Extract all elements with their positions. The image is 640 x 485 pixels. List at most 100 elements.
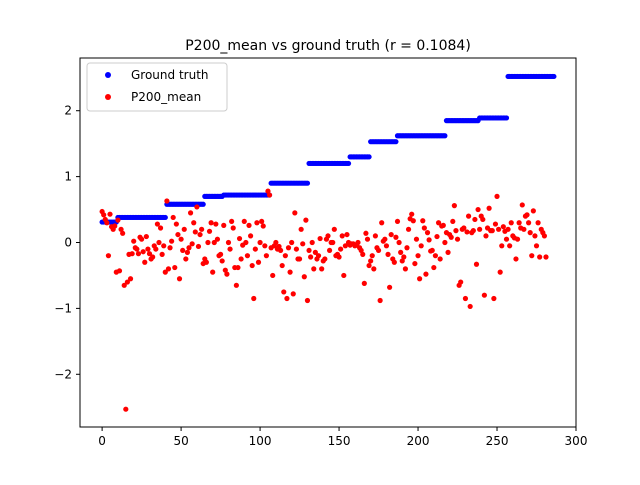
p200-mean-point (134, 246, 140, 252)
p200-mean-point (496, 226, 502, 232)
p200-mean-point (129, 251, 135, 257)
p200-mean-point (146, 251, 153, 257)
p200-mean-point (393, 234, 399, 240)
p200-mean-point (412, 260, 418, 267)
p200-mean-point (298, 226, 304, 232)
ground-truth-point (503, 115, 510, 121)
legend-box (86, 62, 228, 112)
y-tick-label: 1 (64, 170, 72, 184)
p200-mean-point (180, 247, 186, 254)
p200-mean-point (284, 295, 290, 302)
legend-label-p200-mean: P200_mean (131, 90, 201, 104)
p200-mean-point (513, 256, 519, 262)
p200-mean-point (192, 229, 198, 235)
p200-mean-point (375, 247, 382, 254)
p200-mean-point (156, 239, 162, 246)
p200-mean-point (222, 267, 228, 273)
p200-mean-point (143, 233, 149, 240)
p200-mean-point (497, 269, 503, 275)
p200-mean-point (507, 243, 513, 249)
p200-mean-point (330, 239, 336, 246)
p200-mean-point (445, 249, 451, 255)
p200-mean-point (481, 292, 487, 298)
p200-mean-point (107, 211, 113, 217)
ground-truth-point (304, 180, 311, 186)
p200-mean-point (516, 220, 522, 226)
p200-mean-point (358, 247, 364, 254)
p200-mean-point (331, 226, 337, 232)
p200-mean-point (442, 239, 448, 246)
p200-mean-point (191, 220, 197, 226)
p200-mean-point (325, 233, 331, 239)
p200-mean-point (251, 295, 257, 302)
p200-mean-point (157, 225, 164, 231)
p200-mean-point (530, 208, 536, 214)
p200-mean-point (508, 220, 514, 226)
p200-mean-point (420, 218, 426, 224)
p200-mean-point (197, 231, 203, 238)
p200-mean-point (385, 251, 391, 257)
p200-mean-point (308, 254, 314, 260)
p200-mean-point (486, 205, 492, 211)
p200-mean-point (440, 222, 446, 228)
ground-truth-point (162, 214, 168, 221)
p200-mean-point (398, 249, 404, 255)
y-tick-label: 0 (64, 236, 72, 250)
p200-mean-point (461, 225, 467, 231)
p200-mean-point (492, 221, 499, 227)
p200-mean-point (368, 258, 374, 264)
p200-mean-point (167, 245, 173, 251)
p200-mean-point (273, 239, 279, 246)
p200-mean-point (401, 254, 407, 260)
p200-mean-point (489, 228, 495, 234)
p200-mean-point (292, 210, 298, 216)
p200-mean-point (417, 276, 423, 282)
p200-mean-point (473, 261, 480, 267)
p200-mean-point (265, 188, 271, 194)
p200-mean-point (300, 241, 306, 247)
p200-mean-point (213, 221, 219, 227)
p200-mean-point (426, 237, 432, 243)
p200-mean-point (519, 202, 525, 208)
p200-mean-point (462, 295, 469, 302)
p200-mean-point (289, 239, 295, 246)
p200-mean-point (529, 253, 535, 259)
p200-mean-point (162, 269, 168, 275)
p200-mean-point (379, 220, 385, 226)
p200-mean-point (526, 220, 532, 226)
p200-mean-point (429, 247, 435, 254)
p200-mean-point (199, 226, 205, 232)
p200-mean-point (127, 276, 134, 282)
p200-mean-point (115, 217, 121, 223)
p200-mean-point (410, 218, 416, 224)
p200-mean-point (371, 266, 377, 272)
p200-mean-point (521, 226, 527, 232)
p200-mean-point (230, 225, 236, 231)
ground-truth-point (551, 73, 557, 80)
p200-mean-point (175, 231, 181, 238)
axes-frame (79, 57, 577, 428)
p200-mean-point (319, 266, 325, 272)
p200-mean-point (360, 251, 366, 257)
p200-mean-point (494, 193, 500, 199)
p200-mean-point (535, 220, 541, 226)
x-axis: 0 50 100 150 200 250 300 (98, 427, 587, 448)
p200-mean-point (255, 259, 262, 265)
p200-mean-point (281, 289, 287, 295)
p200-mean-point (173, 221, 179, 227)
p200-mean-point (394, 218, 401, 225)
p200-mean-point (241, 218, 247, 225)
p200-mean-point (450, 218, 456, 225)
p200-mean-point (388, 231, 394, 238)
p200-mean-point (238, 256, 244, 262)
p200-mean-point (276, 243, 282, 250)
p200-mean-point (225, 239, 232, 246)
p200-mean-point (448, 234, 454, 240)
plot-area (99, 73, 557, 412)
p200-mean-point (464, 229, 470, 235)
p200-mean-point (112, 223, 118, 229)
x-tick-label: 100 (249, 434, 272, 448)
p200-mean-point (116, 268, 123, 274)
p200-mean-point (104, 220, 110, 226)
